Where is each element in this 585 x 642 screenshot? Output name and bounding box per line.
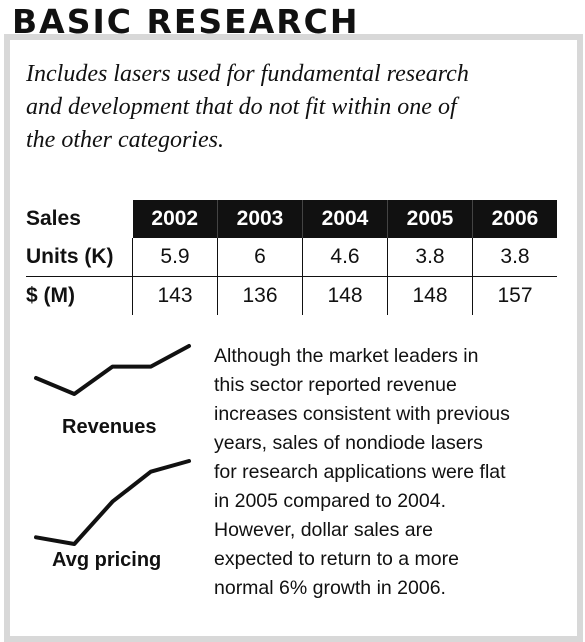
avg-pricing-sparkline-line [34,459,191,546]
intro-line: Includes lasers used for fundamental res… [26,61,469,87]
table-cell: 148 [302,276,388,315]
year-header: 2005 [387,200,473,238]
body-line: this sector reported revenue [214,374,457,396]
page-title: BASIC RESEARCH [12,2,360,41]
body-line: increases consistent with previous [214,403,510,425]
revenues-label: Revenues [62,416,157,438]
year-header: 2006 [472,200,557,238]
row-label: Units (K) [26,238,133,277]
body-line: for research applications were flat [214,461,506,483]
intro-text: Includes lasers used for fundamental res… [26,58,566,157]
table-corner-label: Sales [26,200,133,238]
table-cell: 5.9 [132,238,218,277]
table-cell: 3.8 [472,238,557,277]
table-cell: 136 [217,276,303,315]
table-row: Units (K) 5.9 6 4.6 3.8 3.8 [26,238,557,277]
table-cell: 143 [132,276,218,315]
body-line: normal 6% growth in 2006. [214,577,446,599]
avg-pricing-label: Avg pricing [52,549,162,571]
table-cell: 148 [387,276,473,315]
content-frame [4,34,583,642]
table-header-row: Sales 2002 2003 2004 2005 2006 [26,200,557,238]
year-header: 2004 [302,200,388,238]
revenues-sparkline [34,344,191,396]
table-cell: 157 [472,276,557,315]
body-line: Although the market leaders in [214,345,479,367]
revenues-sparkline-line [34,344,191,396]
intro-line: the other categories. [26,127,224,153]
intro-line: and development that do not fit within o… [26,94,457,120]
year-header: 2002 [132,200,218,238]
body-line: expected to return to a more [214,548,459,570]
body-line: However, dollar sales are [214,519,433,541]
year-header: 2003 [217,200,303,238]
table-cell: 6 [217,238,303,277]
avg-pricing-sparkline [34,459,191,546]
body-line: in 2005 compared to 2004. [214,490,447,512]
sales-table: Sales 2002 2003 2004 2005 2006 Units (K)… [26,200,557,315]
row-label: $ (M) [26,284,75,307]
table-cell: 3.8 [387,238,473,277]
body-paragraph: Although the market leaders in this sect… [214,342,574,603]
table-row: $ (M) 143 136 148 148 157 [26,276,557,315]
body-line: years, sales of nondiode lasers [214,432,483,454]
table-cell: 4.6 [302,238,388,277]
